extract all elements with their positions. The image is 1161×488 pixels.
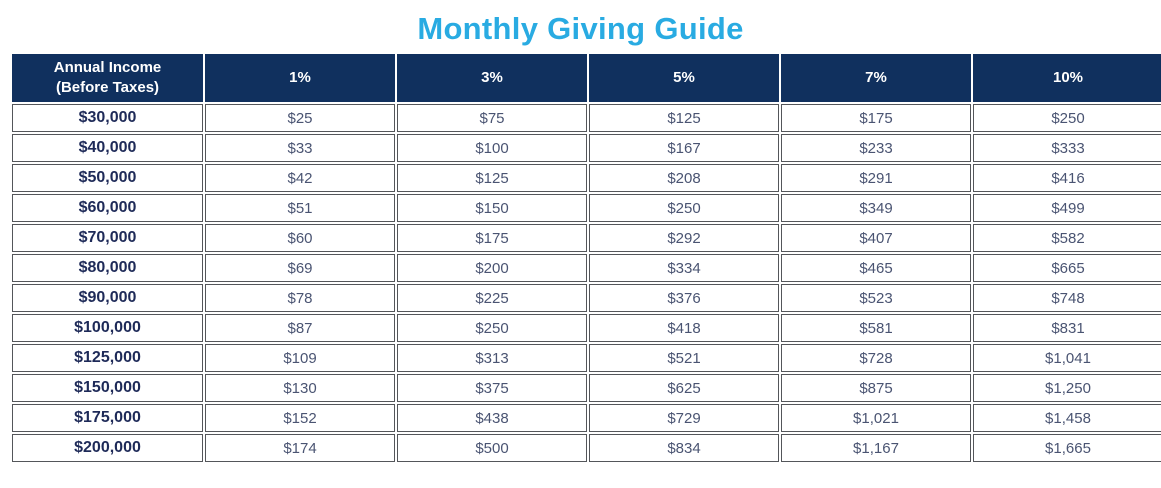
header-3-percent: 3% [397,54,587,102]
amount-cell: $75 [397,104,587,132]
amount-cell: $174 [205,434,395,462]
amount-cell: $831 [973,314,1161,342]
income-cell: $125,000 [12,344,203,372]
amount-cell: $349 [781,194,971,222]
amount-cell: $200 [397,254,587,282]
amount-cell: $125 [397,164,587,192]
amount-cell: $175 [781,104,971,132]
amount-cell: $521 [589,344,779,372]
amount-cell: $1,021 [781,404,971,432]
income-cell: $150,000 [12,374,203,402]
amount-cell: $33 [205,134,395,162]
amount-cell: $1,167 [781,434,971,462]
table-body: $30,000 $25 $75 $125 $175 $250 $40,000 $33 $100 $… [12,104,1161,462]
header-row: Annual Income (Before Taxes) 1% 3% 5% 7%… [12,54,1161,102]
amount-cell: $500 [397,434,587,462]
amount-cell: $1,458 [973,404,1161,432]
amount-cell: $875 [781,374,971,402]
amount-cell: $152 [205,404,395,432]
amount-cell: $1,665 [973,434,1161,462]
amount-cell: $42 [205,164,395,192]
amount-cell: $465 [781,254,971,282]
amount-cell: $250 [397,314,587,342]
table-row: $125,000 $109 $313 $521 $728 $1,041 [12,344,1161,372]
header-10-percent: 10% [973,54,1161,102]
amount-cell: $291 [781,164,971,192]
table-row: $175,000 $152 $438 $729 $1,021 $1,458 [12,404,1161,432]
amount-cell: $418 [589,314,779,342]
income-cell: $200,000 [12,434,203,462]
amount-cell: $334 [589,254,779,282]
income-cell: $40,000 [12,134,203,162]
table-row: $30,000 $25 $75 $125 $175 $250 [12,104,1161,132]
income-cell: $30,000 [12,104,203,132]
amount-cell: $375 [397,374,587,402]
amount-cell: $292 [589,224,779,252]
amount-cell: $523 [781,284,971,312]
table-row: $60,000 $51 $150 $250 $349 $499 [12,194,1161,222]
amount-cell: $125 [589,104,779,132]
amount-cell: $834 [589,434,779,462]
amount-cell: $728 [781,344,971,372]
income-cell: $175,000 [12,404,203,432]
header-annual-income: Annual Income (Before Taxes) [12,54,203,102]
amount-cell: $25 [205,104,395,132]
table-row: $70,000 $60 $175 $292 $407 $582 [12,224,1161,252]
amount-cell: $60 [205,224,395,252]
income-cell: $80,000 [12,254,203,282]
amount-cell: $175 [397,224,587,252]
amount-cell: $69 [205,254,395,282]
amount-cell: $665 [973,254,1161,282]
amount-cell: $313 [397,344,587,372]
amount-cell: $333 [973,134,1161,162]
income-cell: $90,000 [12,284,203,312]
amount-cell: $225 [397,284,587,312]
income-cell: $60,000 [12,194,203,222]
header-1-percent: 1% [205,54,395,102]
amount-cell: $51 [205,194,395,222]
table-header: Annual Income (Before Taxes) 1% 3% 5% 7%… [12,54,1161,102]
amount-cell: $376 [589,284,779,312]
table-row: $90,000 $78 $225 $376 $523 $748 [12,284,1161,312]
amount-cell: $748 [973,284,1161,312]
table-container: Annual Income (Before Taxes) 1% 3% 5% 7%… [0,50,1161,464]
amount-cell: $87 [205,314,395,342]
amount-cell: $1,250 [973,374,1161,402]
giving-table: Annual Income (Before Taxes) 1% 3% 5% 7%… [10,52,1161,464]
amount-cell: $250 [589,194,779,222]
page-title: Monthly Giving Guide [417,11,744,46]
amount-cell: $499 [973,194,1161,222]
table-row: $80,000 $69 $200 $334 $465 $665 [12,254,1161,282]
income-cell: $70,000 [12,224,203,252]
amount-cell: $1,041 [973,344,1161,372]
header-7-percent: 7% [781,54,971,102]
header-5-percent: 5% [589,54,779,102]
income-cell: $50,000 [12,164,203,192]
table-row: $200,000 $174 $500 $834 $1,167 $1,665 [12,434,1161,462]
amount-cell: $109 [205,344,395,372]
amount-cell: $250 [973,104,1161,132]
amount-cell: $100 [397,134,587,162]
table-row: $50,000 $42 $125 $208 $291 $416 [12,164,1161,192]
amount-cell: $729 [589,404,779,432]
amount-cell: $167 [589,134,779,162]
amount-cell: $78 [205,284,395,312]
amount-cell: $625 [589,374,779,402]
amount-cell: $438 [397,404,587,432]
income-cell: $100,000 [12,314,203,342]
amount-cell: $416 [973,164,1161,192]
amount-cell: $130 [205,374,395,402]
amount-cell: $150 [397,194,587,222]
amount-cell: $407 [781,224,971,252]
table-row: $100,000 $87 $250 $418 $581 $831 [12,314,1161,342]
amount-cell: $581 [781,314,971,342]
amount-cell: $582 [973,224,1161,252]
amount-cell: $233 [781,134,971,162]
amount-cell: $208 [589,164,779,192]
table-row: $150,000 $130 $375 $625 $875 $1,250 [12,374,1161,402]
table-row: $40,000 $33 $100 $167 $233 $333 [12,134,1161,162]
